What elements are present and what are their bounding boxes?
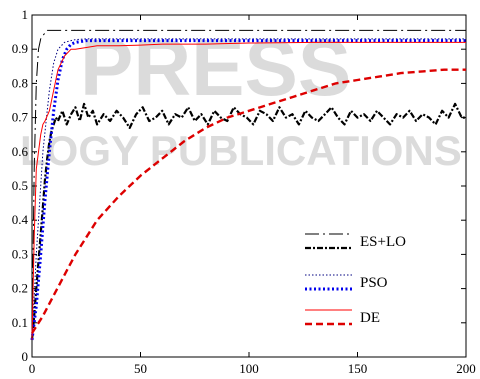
- y-tick-label: 0.6: [12, 144, 29, 159]
- x-tick-label: 50: [134, 361, 147, 376]
- legend-label-pso: PSO: [360, 275, 388, 291]
- legend-label-es-lo: ES+LO: [360, 234, 406, 250]
- y-tick-label: 0.9: [12, 41, 28, 56]
- y-tick-label: 0.7: [12, 110, 29, 125]
- y-tick-label: 0.3: [12, 246, 28, 261]
- legend: ES+LO PSO DE: [305, 233, 406, 326]
- watermark-line1: PRESS: [80, 23, 351, 112]
- series-layer: [30, 29, 466, 341]
- legend-label-de: DE: [360, 310, 380, 326]
- watermark-line2: LOGY PUBLICATIONS: [20, 127, 462, 174]
- x-tick-label: 200: [456, 361, 476, 376]
- watermark: PRESS LOGY PUBLICATIONS: [20, 23, 462, 174]
- y-tick-label: 0.2: [12, 281, 28, 296]
- y-tick-label: 0.5: [12, 178, 28, 193]
- y-tick-label: 0.1: [12, 315, 28, 330]
- tick-labels: 0 50 100 150 200 0 0.1 0.2 0.3 0.4 0.5 0.6 0.7 0.8 0.9…: [12, 7, 476, 376]
- x-tick-label: 0: [29, 361, 36, 376]
- x-tick-label: 100: [239, 361, 259, 376]
- x-tick-label: 150: [348, 361, 368, 376]
- y-tick-label: 0.4: [12, 212, 29, 227]
- y-tick-label: 0.8: [12, 75, 28, 90]
- y-tick-label: 0: [22, 349, 29, 364]
- series-line-de-max: [31, 41, 466, 340]
- series-line-es-lo-max: [31, 29, 466, 340]
- series-line-pso-avg: [30, 39, 466, 341]
- series-line-pso-max: [31, 38, 466, 340]
- y-tick-label: 1: [22, 7, 29, 22]
